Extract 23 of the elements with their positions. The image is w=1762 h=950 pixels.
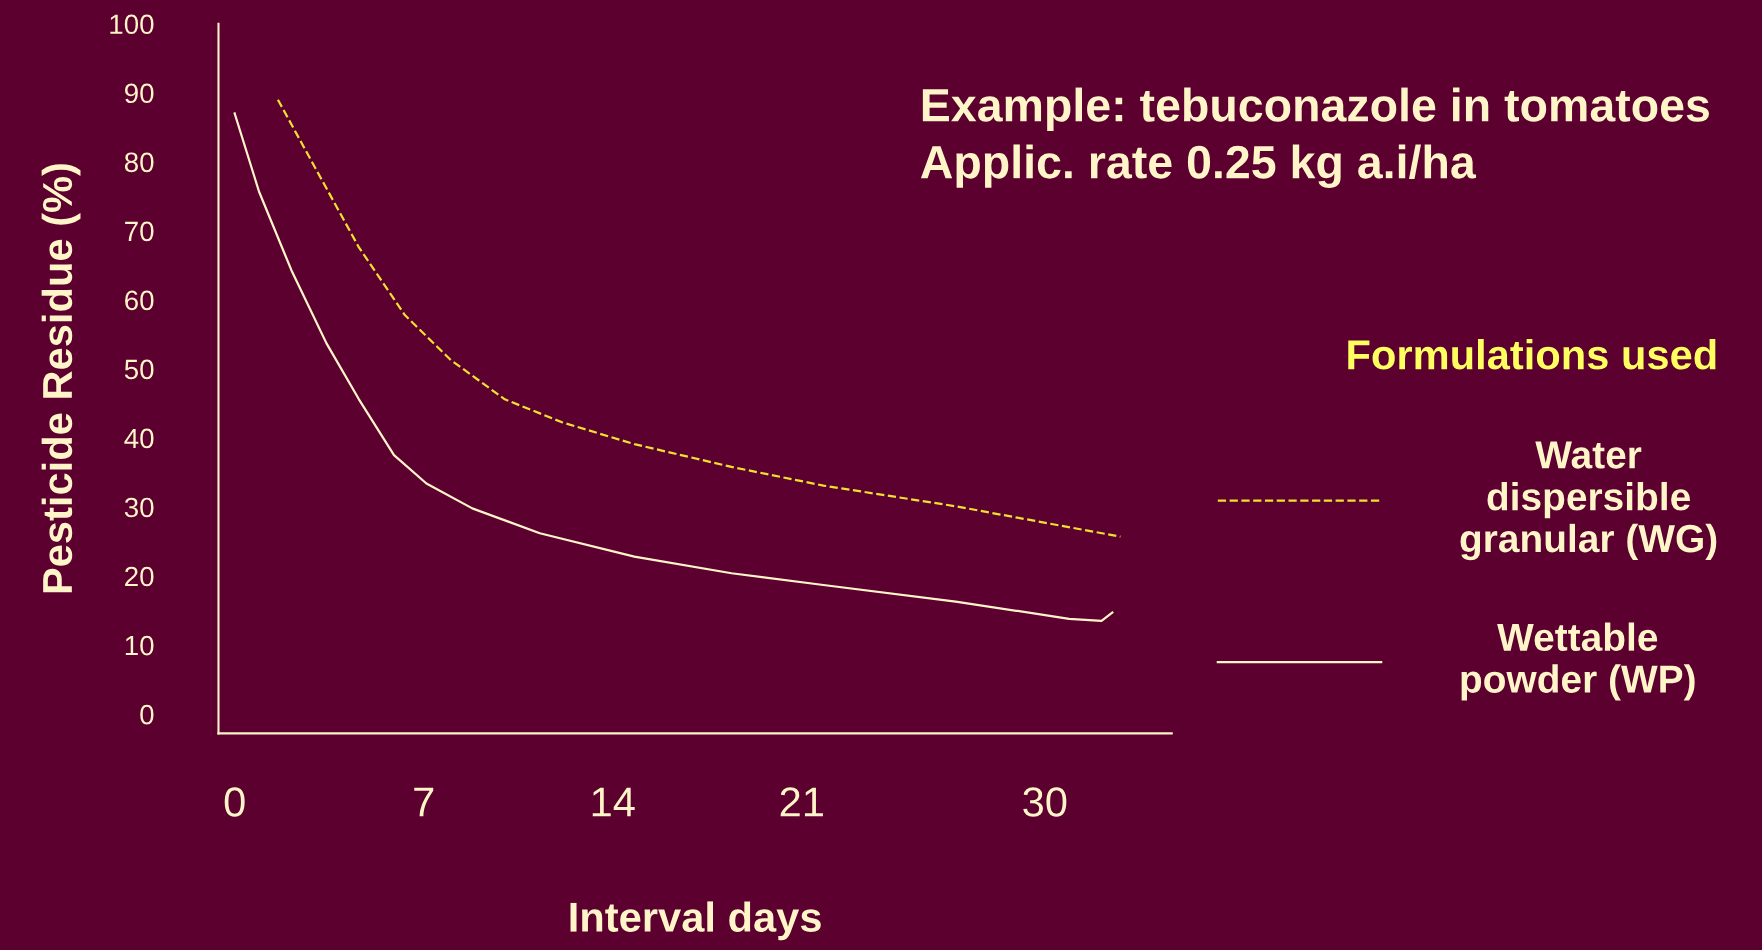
x-tick-label: 7	[414, 787, 434, 817]
text: Applic. rate 0.25 kg a.i/ha	[920, 144, 1477, 189]
y-tick-label: 100	[110, 14, 154, 35]
y-tick-label: 10	[125, 635, 154, 656]
x-tick-label: 0	[224, 787, 245, 817]
y-tick-label: 60	[125, 290, 154, 311]
y-tick-label: 50	[124, 359, 154, 380]
text: Example: tebuconazole in tomatoes	[922, 87, 1709, 131]
y-tick-label: 70	[125, 221, 154, 242]
x-axis-title: Interval days	[570, 901, 821, 941]
y-tick-label: 0	[140, 704, 154, 725]
text: Wettable powder (WP)	[1461, 622, 1695, 701]
x-tick-label: 30	[1023, 787, 1067, 817]
y-tick-label: 20	[125, 566, 154, 587]
x-tick-label: 21	[780, 787, 823, 817]
y-axis-title: Pesticide Residue (%)	[41, 164, 81, 593]
text: Water dispersible granular (WG)	[1460, 441, 1717, 561]
y-tick-label: 30	[124, 497, 154, 518]
y-tick-label: 90	[125, 83, 154, 104]
x-tick-label: 14	[592, 787, 635, 817]
y-tick-label: 80	[124, 152, 154, 173]
y-tick-label: 40	[124, 428, 154, 449]
legend-title: Formulations used	[1348, 339, 1716, 370]
